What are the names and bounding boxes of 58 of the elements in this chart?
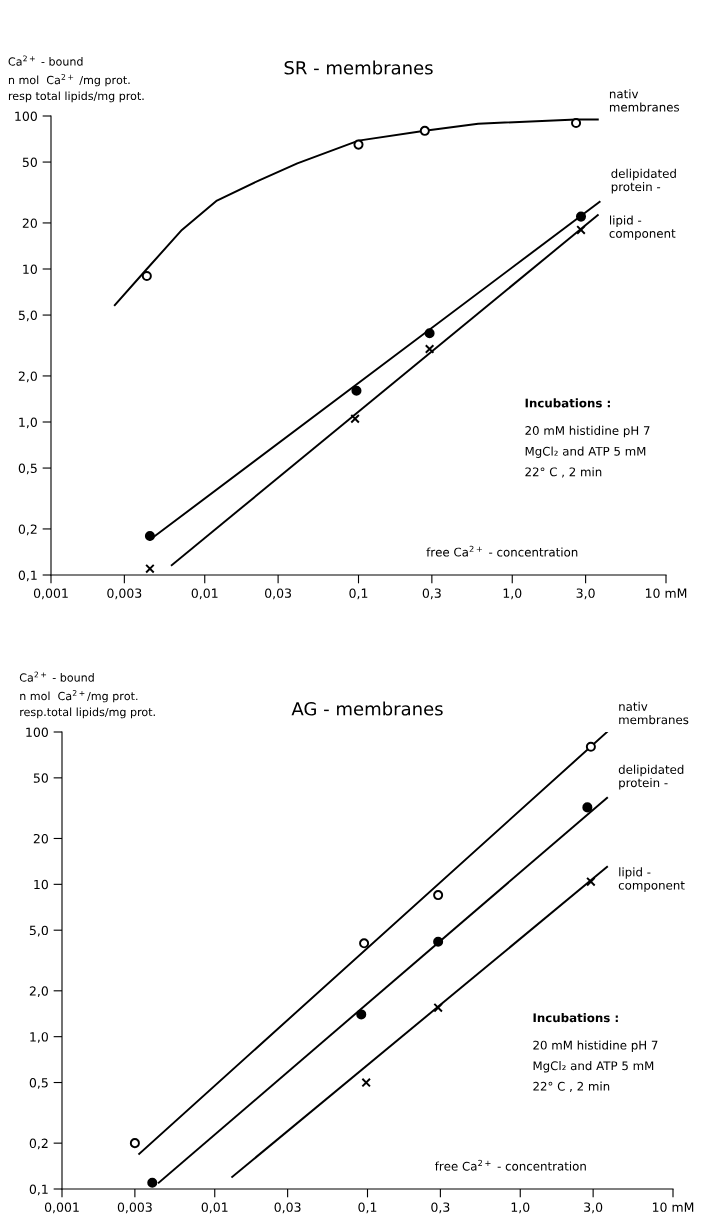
x-tick-label: 0,003	[117, 1202, 152, 1214]
annotation: MgCl₂ and ATP 5 mM	[533, 1061, 654, 1073]
annotation: Incubations :	[533, 1013, 618, 1023]
annotation: 22° C , 2 min	[525, 467, 602, 478]
y-tick-label: 10	[23, 264, 37, 274]
annotation: Incubations :	[525, 398, 610, 408]
y-tick-label: 100	[26, 727, 48, 737]
annotation: free Ca$^{2+}$ - concentration	[426, 545, 578, 557]
x-tick-label: 0,001	[33, 588, 68, 600]
annotation: MgCl₂ and ATP 5 mM	[525, 446, 646, 458]
x-tick-label: 0,003	[107, 588, 142, 600]
y-tick-label: 100	[15, 111, 37, 121]
x-tick-label: 10 mM	[645, 588, 687, 598]
x-tick-label: 0,01	[191, 588, 218, 600]
annotation: 20 mM histidine pH 7	[525, 425, 650, 438]
x-tick-label: 0,03	[265, 588, 292, 600]
x-tick-label: 0,3	[431, 1202, 450, 1214]
y-tick-label: 5,0	[18, 310, 37, 322]
annotation: free Ca$^{2+}$ - concentration	[434, 1159, 586, 1171]
x-tick-label: 1,0	[503, 588, 522, 600]
y-tick-label: 0,1	[29, 1184, 48, 1196]
y-tick-label: 10	[34, 879, 48, 890]
y-tick-label: 5,0	[29, 925, 48, 937]
y-tick-label: 1,0	[30, 1032, 48, 1043]
x-tick-label: 1,0	[511, 1202, 530, 1214]
y-tick-label: 0,2	[18, 524, 37, 536]
y-tick-label: 0,2	[29, 1138, 48, 1150]
y-tick-label: 50	[22, 157, 37, 167]
y-tick-label: 0,5	[29, 1078, 48, 1089]
y-tick-label: 50	[33, 773, 48, 783]
y-tick-label: 2,0	[18, 371, 37, 383]
x-tick-label: 10 mM	[652, 1202, 694, 1212]
series-label: lipid - component	[609, 215, 676, 241]
x-tick-label: 3,0	[584, 1202, 603, 1214]
annotation: 20 mM histidine pH 7	[533, 1040, 658, 1052]
y-tick-label: 20	[22, 218, 37, 228]
chart-title: AG - membranes	[291, 701, 443, 716]
y-tick-label: 1,0	[19, 417, 37, 429]
x-tick-label: 0,1	[358, 1202, 377, 1214]
y-axis-title: Ca$^{2+}$ - bound n mol Ca$^{2+}$ /mg prot. resp total lipids/mg prot.	[8, 55, 144, 103]
y-tick-label: 0,5	[18, 463, 37, 475]
x-tick-label: 0,01	[201, 1202, 228, 1214]
y-tick-label: 0,1	[18, 570, 37, 582]
y-tick-label: 2,0	[29, 986, 48, 998]
chart-title: SR - membranes	[284, 60, 433, 75]
x-tick-label: 0,1	[349, 588, 368, 600]
series-label: nativ membranes	[609, 89, 680, 112]
annotation: 22° C , 2 min	[533, 1081, 610, 1092]
series-label: delipidated protein -	[611, 168, 676, 194]
x-tick-label: 0,3	[422, 588, 441, 600]
x-tick-label: 0,001	[44, 1202, 79, 1214]
series-label: delipidated protein -	[618, 764, 684, 790]
series-label: nativ membranes	[619, 701, 689, 725]
series-label: lipid - component	[618, 867, 685, 892]
y-axis-title: Ca$^{2+}$ - bound n mol Ca$^{2+}$/mg prot. resp.total lipids/mg prot.	[19, 671, 155, 719]
x-tick-label: 0,03	[274, 1202, 301, 1214]
y-tick-label: 20	[33, 833, 48, 844]
x-tick-label: 3,0	[576, 588, 595, 600]
